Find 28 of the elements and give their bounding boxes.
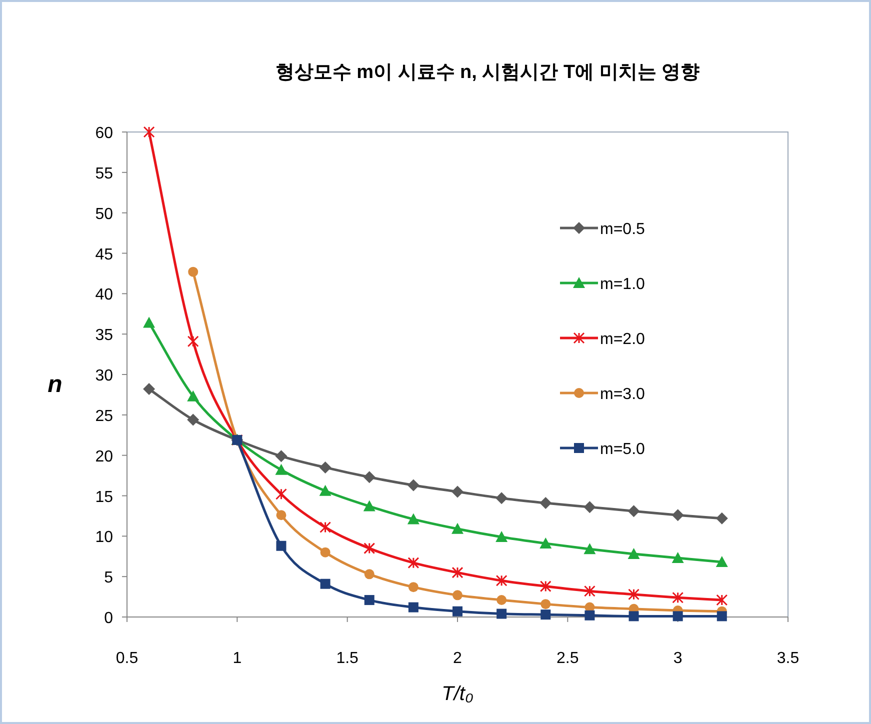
y-tick-label: 50 [95,206,114,223]
y-tick-label: 60 [95,125,114,142]
y-tick-label: 45 [95,246,114,264]
legend-label: m=2.0 [600,331,646,348]
x-tick-label: 1 [232,650,242,667]
x-tick-label: 2.5 [556,650,579,667]
x-axis-title: T/t₀ [442,683,474,705]
x-tick-label: 0.5 [116,650,138,667]
y-tick-label: 40 [95,286,114,304]
legend-label: m=1.0 [600,276,646,293]
y-tick-label: 55 [95,165,114,182]
legend-label: m=3.0 [600,386,646,403]
x-tick-label: 3.5 [776,650,800,667]
y-tick-label: 35 [95,327,114,344]
legend-label: m=0.5 [600,221,646,238]
y-tick-label: 10 [95,529,114,546]
y-tick-label: 5 [104,570,114,587]
x-tick-label: 1.5 [336,650,359,667]
y-tick-label: 0 [104,610,114,627]
x-tick-label: 3 [673,650,682,667]
y-tick-label: 30 [95,368,114,384]
y-tick-label: 20 [95,448,114,466]
y-axis-title: n [48,371,62,398]
legend-label: m=5.0 [600,441,646,458]
chart-title: 형상모수 m이 시료수 n, 시험시간 T에 미치는 영향 [275,62,700,83]
y-tick-label: 15 [95,488,114,506]
y-tick-label: 25 [95,408,114,425]
x-tick-label: 2 [453,650,462,667]
